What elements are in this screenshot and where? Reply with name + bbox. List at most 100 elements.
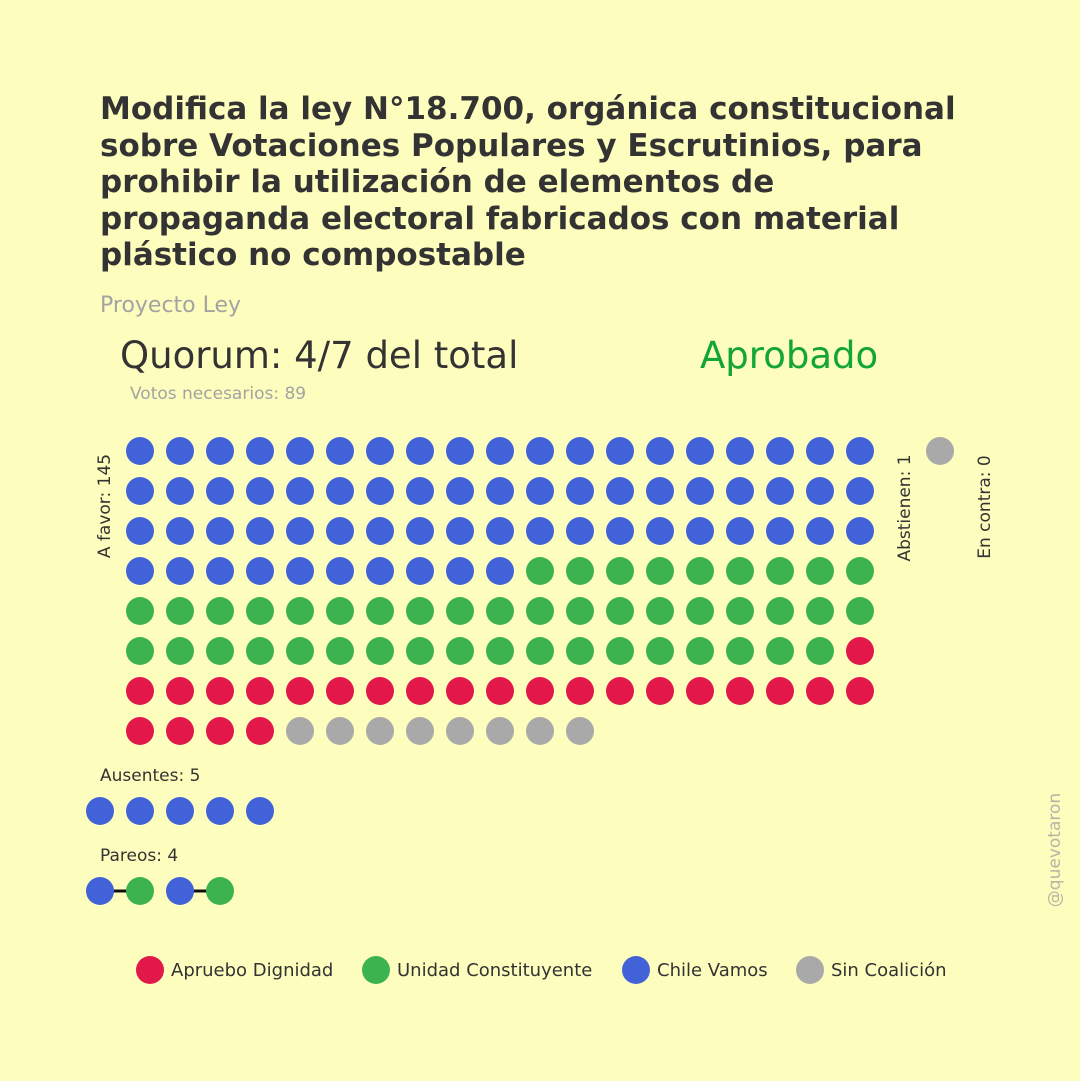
vote-dot-afavor-chile-vamos [126, 437, 154, 465]
vote-dot-afavor-apruebo-dignidad [486, 677, 514, 705]
vote-dot-afavor-unidad-constituyente [366, 637, 394, 665]
legend-swatch [362, 956, 390, 984]
quorum-label: Quorum: 4/7 del total [120, 334, 519, 377]
vote-dot-afavor-apruebo-dignidad [726, 677, 754, 705]
vote-dot-afavor-chile-vamos [646, 477, 674, 505]
vote-dot-afavor-apruebo-dignidad [126, 717, 154, 745]
vote-dot-afavor-chile-vamos [566, 517, 594, 545]
afavor-label: A favor: 145 [95, 453, 115, 559]
encontra-label: En contra: 0 [975, 455, 995, 559]
vote-dot-afavor-apruebo-dignidad [206, 717, 234, 745]
vote-dot-afavor-unidad-constituyente [286, 637, 314, 665]
legend-label: Unidad Constituyente [397, 959, 593, 981]
legend-label: Chile Vamos [657, 959, 768, 981]
vote-dot-afavor-chile-vamos [166, 557, 194, 585]
vote-dot-afavor-apruebo-dignidad [846, 637, 874, 665]
vote-dot-afavor-chile-vamos [726, 437, 754, 465]
vote-dot-pareo-chile-vamos [86, 877, 114, 905]
vote-dot-afavor-apruebo-dignidad [766, 677, 794, 705]
vote-dot-afavor-chile-vamos [686, 477, 714, 505]
vote-dot-afavor-chile-vamos [366, 517, 394, 545]
vote-dot-afavor-unidad-constituyente [126, 637, 154, 665]
vote-dot-afavor-chile-vamos [606, 437, 634, 465]
vote-dot-afavor-apruebo-dignidad [326, 677, 354, 705]
vote-dot-afavor-unidad-constituyente [726, 637, 754, 665]
vote-dot-afavor-chile-vamos [126, 477, 154, 505]
vote-dot-afavor-chile-vamos [166, 517, 194, 545]
vote-dot-ausente-chile-vamos [206, 797, 234, 825]
vote-dot-afavor-unidad-constituyente [286, 597, 314, 625]
vote-dot-afavor-unidad-constituyente [246, 597, 274, 625]
vote-dot-afavor-apruebo-dignidad [166, 717, 194, 745]
vote-dot-afavor-unidad-constituyente [806, 597, 834, 625]
vote-dot-afavor-unidad-constituyente [246, 637, 274, 665]
vote-dot-afavor-chile-vamos [366, 437, 394, 465]
vote-dot-afavor-apruebo-dignidad [606, 677, 634, 705]
vote-dot-afavor-chile-vamos [526, 437, 554, 465]
vote-dot-afavor-chile-vamos [566, 437, 594, 465]
vote-dot-afavor-unidad-constituyente [526, 557, 554, 585]
vote-dot-afavor-unidad-constituyente [686, 597, 714, 625]
vote-dot-afavor-unidad-constituyente [366, 597, 394, 625]
legend-swatch [622, 956, 650, 984]
vote-dot-afavor-apruebo-dignidad [246, 717, 274, 745]
vote-dot-afavor-chile-vamos [326, 437, 354, 465]
vote-dot-pareo-unidad-constituyente [206, 877, 234, 905]
vote-dot-afavor-unidad-constituyente [646, 637, 674, 665]
vote-dot-afavor-chile-vamos [286, 437, 314, 465]
vote-dot-afavor-unidad-constituyente [566, 557, 594, 585]
vote-dot-afavor-unidad-constituyente [606, 597, 634, 625]
vote-dot-afavor-unidad-constituyente [846, 597, 874, 625]
vote-dot-afavor-chile-vamos [246, 557, 274, 585]
vote-dot-afavor-chile-vamos [326, 477, 354, 505]
vote-dot-afavor-chile-vamos [766, 477, 794, 505]
vote-dot-afavor-sin-coalicion [286, 717, 314, 745]
vote-dot-afavor-chile-vamos [406, 477, 434, 505]
vote-dot-afavor-apruebo-dignidad [646, 677, 674, 705]
vote-dot-afavor-chile-vamos [526, 517, 554, 545]
vote-dot-afavor-chile-vamos [686, 437, 714, 465]
vote-dot-afavor-unidad-constituyente [326, 597, 354, 625]
vote-dot-afavor-unidad-constituyente [406, 597, 434, 625]
pareos-label: Pareos: 4 [100, 846, 179, 866]
legend-item-apruebo-dignidad: Apruebo Dignidad [136, 956, 333, 984]
ausentes-label: Ausentes: 5 [100, 766, 201, 786]
vote-dot-afavor-chile-vamos [766, 437, 794, 465]
vote-dot-afavor-unidad-constituyente [646, 557, 674, 585]
legend-swatch [796, 956, 824, 984]
vote-dot-afavor-unidad-constituyente [206, 637, 234, 665]
vote-dot-afavor-unidad-constituyente [166, 637, 194, 665]
vote-dot-afavor-apruebo-dignidad [566, 677, 594, 705]
vote-dot-afavor-chile-vamos [206, 477, 234, 505]
vote-dot-ausente-chile-vamos [86, 797, 114, 825]
legend-item-sin-coalicion: Sin Coalición [796, 956, 947, 984]
vote-dot-afavor-unidad-constituyente [766, 637, 794, 665]
vote-dot-afavor-chile-vamos [206, 557, 234, 585]
vote-dot-afavor-chile-vamos [406, 557, 434, 585]
vote-dot-afavor-chile-vamos [486, 437, 514, 465]
vote-dot-afavor-sin-coalicion [446, 717, 474, 745]
vote-dot-afavor-unidad-constituyente [606, 557, 634, 585]
vote-dot-afavor-chile-vamos [126, 517, 154, 545]
vote-dot-afavor-unidad-constituyente [526, 637, 554, 665]
vote-dot-afavor-sin-coalicion [486, 717, 514, 745]
chart-title: Modifica la ley N°18.700, orgánica const… [100, 91, 956, 273]
vote-dot-afavor-chile-vamos [806, 477, 834, 505]
vote-dot-afavor-chile-vamos [726, 477, 754, 505]
votes-needed: Votos necesarios: 89 [130, 384, 307, 404]
vote-dot-afavor-chile-vamos [406, 517, 434, 545]
vote-dot-afavor-chile-vamos [686, 517, 714, 545]
vote-dot-afavor-chile-vamos [486, 517, 514, 545]
vote-dot-afavor-chile-vamos [446, 557, 474, 585]
vote-dot-afavor-chile-vamos [806, 517, 834, 545]
vote-dot-afavor-unidad-constituyente [766, 597, 794, 625]
vote-dot-afavor-chile-vamos [246, 517, 274, 545]
vote-dot-afavor-apruebo-dignidad [846, 677, 874, 705]
vote-dot-afavor-chile-vamos [606, 477, 634, 505]
vote-dot-afavor-unidad-constituyente [686, 637, 714, 665]
vote-dot-abstienen-sin-coalicion [926, 437, 954, 465]
vote-dot-afavor-unidad-constituyente [726, 597, 754, 625]
vote-dot-afavor-chile-vamos [406, 437, 434, 465]
vote-dot-afavor-apruebo-dignidad [686, 677, 714, 705]
vote-dot-afavor-apruebo-dignidad [246, 677, 274, 705]
